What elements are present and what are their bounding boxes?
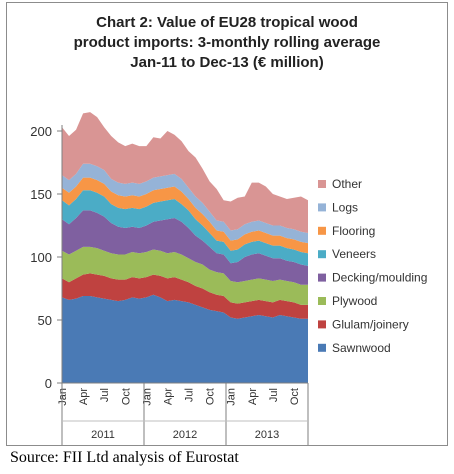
chart-title-line: Chart 2: Value of EU28 tropical wood [96,14,358,31]
chart-frame: Chart 2: Value of EU28 tropical wood prod… [6,2,448,446]
area-sawnwood [62,294,308,383]
area-decking-moulding [62,210,308,285]
x-tick-label: Oct [205,388,217,405]
chart-legend: Other Logs Flooring Veneers Decking/moulding… [318,177,427,355]
x-tick-label: Jul [268,388,280,402]
x-tick-label: Jan [141,388,153,406]
year-label: 2012 [173,429,197,441]
chart-axes: 0 50 100 150 200 Jan Apr Jul Oct Jan Apr Jul Oct Jan A… [30,124,309,445]
y-tick-label: 50 [38,313,52,328]
chart-title-line: Jan-11 to Dec-13 (€ million) [130,54,323,71]
legend-label: Logs [332,200,358,214]
area-logs [62,163,308,244]
source-note: Source: FII Ltd analysis of Eurostat [10,449,239,466]
legend-label: Sawnwood [332,341,391,355]
legend-swatch [318,250,326,259]
chart-areas [62,112,308,383]
x-tick-label: Jul [99,388,111,402]
x-tick-label: Oct [120,388,132,405]
area-plywood [62,246,308,305]
x-tick-label: Jul [184,388,196,402]
legend-swatch [318,320,326,329]
legend-swatch [318,226,326,235]
legend-swatch [318,180,326,188]
legend-label: Glulam/joinery [332,317,409,331]
legend-label: Plywood [332,294,377,308]
chart-svg: Chart 2: Value of EU28 tropical wood prod… [30,14,427,445]
y-tick-label: 150 [30,187,52,202]
legend-swatch [318,343,326,352]
legend-label: Veneers [332,247,376,261]
x-tick-label: Jan [57,388,69,406]
legend-label: Other [332,177,362,191]
area-other [62,112,308,234]
x-tick-label: Apr [247,388,259,405]
y-tick-label: 0 [45,376,52,391]
year-label: 2011 [91,429,115,441]
area-flooring [62,177,308,254]
area-veneers [62,190,308,266]
x-tick-label: Apr [78,388,90,405]
year-label: 2013 [255,429,279,441]
y-tick-label: 100 [30,250,52,265]
legend-label: Decking/moulding [332,271,427,285]
chart-title: Chart 2: Value of EU28 tropical wood prod… [74,14,381,71]
chart-title-line: product imports: 3-monthly rolling avera… [74,34,381,51]
legend-swatch [318,203,326,212]
legend-label: Flooring [332,224,375,238]
y-tick-label: 200 [30,124,52,139]
legend-swatch [318,273,326,282]
x-tick-label: Apr [162,388,174,405]
area-glulam-joinery [62,273,308,319]
legend-swatch [318,297,326,305]
x-tick-label: Oct [289,388,301,405]
x-tick-label: Jan [226,388,238,406]
